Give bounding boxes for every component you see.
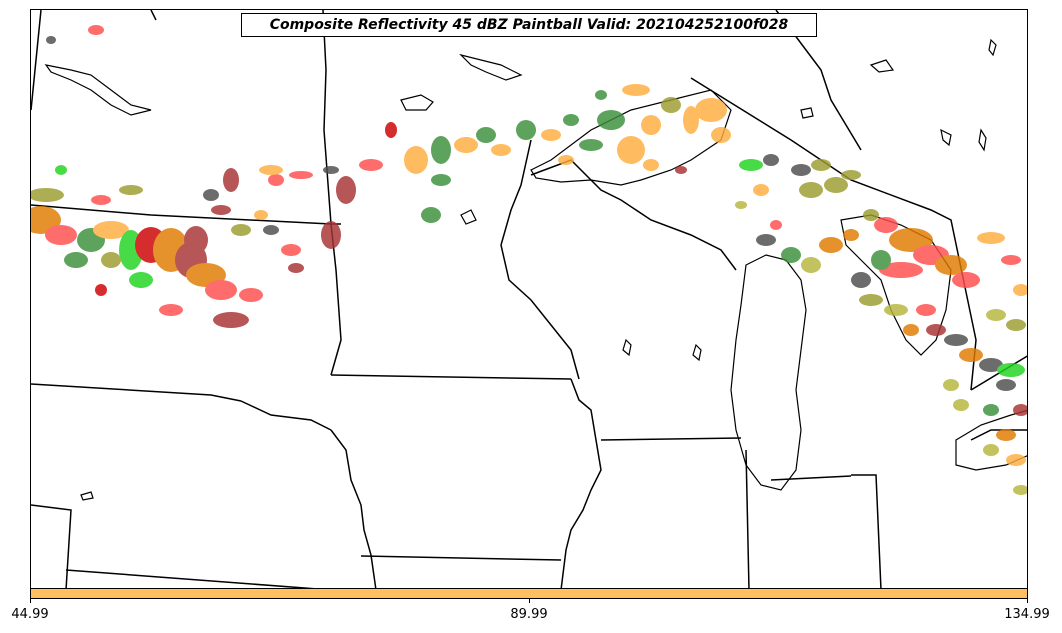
colorbar (30, 588, 1028, 599)
great-lakes (44, 38, 1027, 501)
colorbar-tick-mid (529, 599, 530, 603)
map-title: Composite Reflectivity 45 dBZ Paintball … (241, 13, 817, 37)
colorbar-tick-min (30, 599, 31, 603)
paintball-reflectivity (31, 25, 1027, 495)
colorbar-tick-label-max: 134.99 (1004, 607, 1050, 622)
lake-huron (840, 214, 952, 356)
map-canvas (31, 10, 1027, 588)
lake-erie (955, 409, 1027, 471)
colorbar-tick-label-min: 44.99 (11, 607, 49, 622)
colorbar-tick-label-mid: 89.99 (510, 607, 548, 622)
state-boundaries (31, 10, 1027, 588)
lake-michigan (730, 254, 807, 491)
colorbar-tick-max (1027, 599, 1028, 603)
map-frame (30, 9, 1028, 589)
